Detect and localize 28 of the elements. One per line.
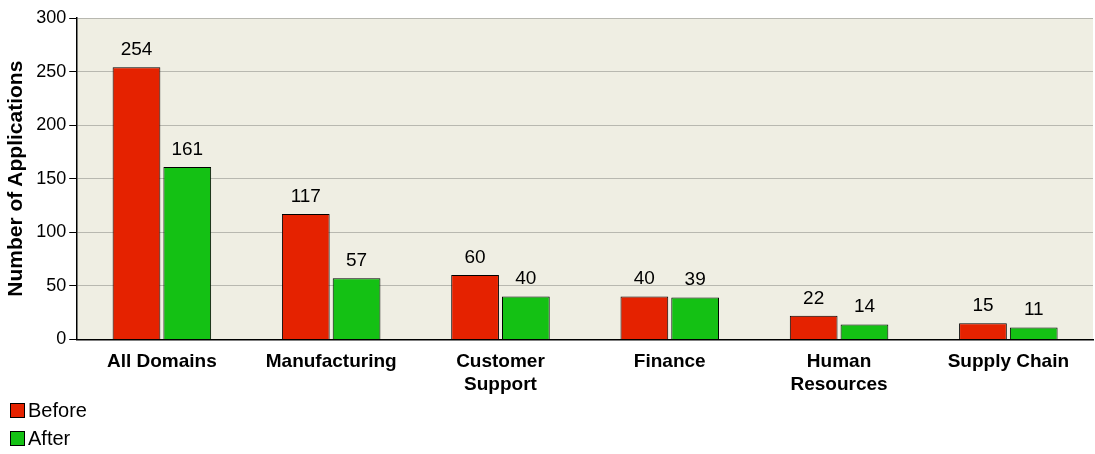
data-label: 39 bbox=[684, 268, 706, 290]
x-tick-label: All Domains bbox=[106, 350, 217, 372]
y-tick-label: 50 bbox=[46, 274, 67, 295]
y-tick-label: 100 bbox=[36, 221, 67, 242]
data-label: 40 bbox=[633, 267, 655, 289]
data-label: 117 bbox=[290, 184, 321, 206]
y-tick-label: 0 bbox=[56, 328, 67, 349]
data-label: 22 bbox=[803, 286, 825, 308]
x-tick-label: Manufacturing bbox=[265, 350, 397, 372]
data-label: 40 bbox=[515, 267, 537, 289]
data-label: 60 bbox=[464, 245, 486, 267]
x-tick-label: Customer Support bbox=[456, 350, 546, 394]
x-tick-label: Finance bbox=[633, 350, 706, 372]
data-label: 11 bbox=[1023, 298, 1044, 320]
data-label: 15 bbox=[972, 294, 994, 316]
y-tick-label: 200 bbox=[36, 114, 67, 135]
data-label: 254 bbox=[120, 38, 153, 60]
y-tick-label: 150 bbox=[36, 167, 67, 188]
y-tick-label: 250 bbox=[36, 60, 67, 81]
legend-label: After bbox=[28, 426, 71, 451]
data-label: 14 bbox=[853, 295, 876, 317]
legend-label: Before bbox=[28, 398, 87, 423]
x-tick-label: Human Resources bbox=[790, 350, 888, 394]
y-axis-title: Number of Applications bbox=[3, 60, 27, 297]
x-tick-label: Supply Chain bbox=[947, 350, 1070, 372]
data-label: 161 bbox=[171, 137, 204, 159]
y-tick-label: 300 bbox=[36, 6, 67, 27]
data-label: 57 bbox=[346, 249, 368, 271]
